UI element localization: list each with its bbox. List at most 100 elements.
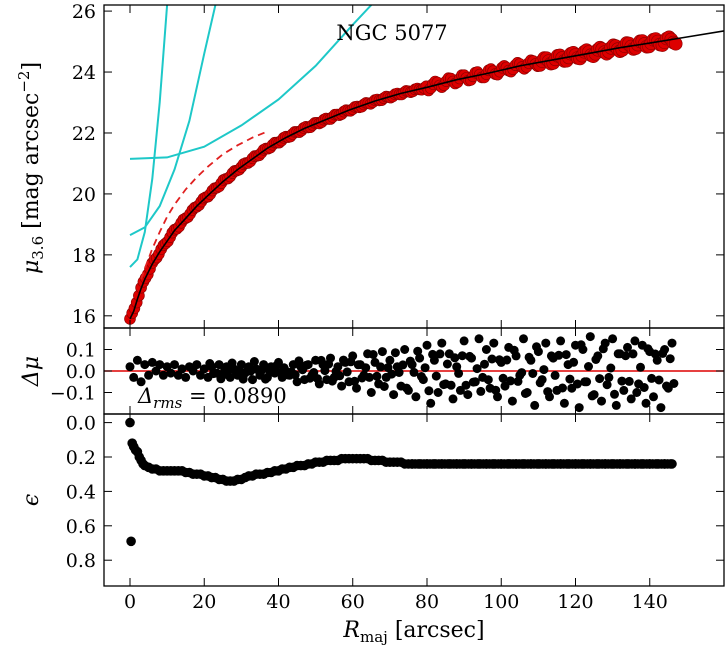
residual-point (600, 338, 610, 348)
residual-point (433, 388, 443, 397)
residual-point (665, 354, 675, 364)
residual-point (502, 355, 512, 365)
residual-point (483, 375, 493, 385)
residual-point (368, 350, 378, 359)
profile-y-tick-label: 16 (72, 306, 96, 328)
profile-line-component-2 (129, 5, 217, 236)
residual-point (517, 368, 527, 378)
residual-point (606, 363, 616, 373)
residual-point (352, 383, 361, 393)
residual-point (303, 360, 313, 370)
residual-point (619, 385, 629, 395)
ellipticity-y-tick-label: 0.2 (66, 447, 96, 469)
ellipticity-panel: 0.0 0.2 0.4 0.6 0.8 0 20 40 60 80 100 120 140 ϵ Rmaj… (19, 5, 725, 646)
residual-point (474, 334, 484, 344)
residual-point (457, 351, 467, 361)
residual-point (429, 355, 439, 365)
residual-point (415, 353, 425, 363)
profile-line-model-offset (140, 130, 268, 280)
residual-point (558, 383, 567, 393)
residual-point (652, 355, 662, 365)
residual-point (292, 377, 302, 387)
residual-point (511, 351, 521, 361)
residual-point (181, 372, 191, 382)
residual-point (249, 357, 259, 366)
residual-point (155, 360, 165, 370)
x-tick-label: 20 (192, 591, 216, 613)
residual-point (572, 379, 582, 389)
residual-point (611, 400, 621, 410)
residual-point (420, 363, 430, 373)
residual-point (350, 376, 360, 386)
residual-point (656, 403, 666, 413)
ellipticity-point (125, 417, 135, 428)
residual-point (608, 334, 618, 344)
residual-point (498, 373, 508, 383)
chart-title: NGC 5077 (336, 21, 447, 45)
residual-point (507, 396, 517, 406)
residual-point (446, 380, 456, 390)
residual-point (545, 392, 554, 402)
residual-point (649, 392, 658, 402)
ellipticity-frame (103, 413, 725, 587)
residual-point (435, 349, 445, 359)
residual-point (389, 390, 399, 400)
residual-point (129, 372, 139, 382)
residual-point (314, 379, 324, 389)
residual-point (617, 376, 627, 386)
residual-point (248, 375, 257, 385)
residual-point (403, 385, 413, 395)
residual-point (459, 336, 469, 346)
residual-point (541, 338, 551, 348)
residual-point (335, 371, 345, 381)
ellipticity-y-tick-label: 0.4 (66, 481, 96, 503)
x-tick-label: 120 (557, 591, 593, 613)
ellipticity-y-tick-label: 0.8 (66, 550, 96, 572)
residuals-panel: −0.10.00.1 Δrms = 0.0890 Δμ (19, 327, 725, 415)
profile-line-component-1 (129, 5, 169, 268)
residual-point (636, 362, 645, 372)
residual-point (610, 389, 619, 399)
residual-point (526, 355, 536, 365)
residual-point (337, 381, 347, 391)
residual-point (461, 380, 471, 390)
x-tick-label: 80 (415, 591, 439, 613)
residual-point (667, 338, 677, 348)
residual-point (574, 403, 584, 413)
residual-point (409, 367, 419, 377)
residual-point (418, 375, 428, 385)
ellipticity-y-axis-title: ϵ (19, 494, 44, 506)
residual-point (654, 375, 664, 385)
residual-point (481, 345, 491, 354)
residual-point (533, 347, 543, 357)
residual-point (140, 360, 150, 370)
residual-point (556, 336, 566, 346)
residual-point (519, 334, 528, 344)
residual-point (259, 360, 269, 370)
residual-point (177, 364, 187, 374)
profile-y-tick-label: 18 (72, 245, 96, 267)
residual-point (437, 338, 447, 348)
residual-point (147, 357, 157, 367)
residual-point (582, 377, 592, 387)
ellipticity-y-tick-label: 0.0 (66, 413, 96, 435)
residual-point (597, 396, 606, 406)
residual-point (624, 376, 634, 386)
residuals-y-tick-label: −0.1 (50, 383, 96, 405)
residual-point (385, 355, 395, 365)
residual-point (361, 363, 371, 373)
ellipticity-point (126, 536, 136, 547)
residual-point (493, 392, 502, 402)
residual-point (342, 367, 352, 377)
residual-point (669, 379, 679, 388)
profile-y-tick-label: 20 (72, 184, 96, 206)
residual-point (632, 388, 642, 397)
residual-point (348, 351, 358, 361)
residual-point (463, 390, 473, 400)
residual-point (372, 371, 382, 381)
residual-point (236, 360, 246, 370)
residual-point (626, 394, 636, 404)
profile-y-tick-label: 24 (72, 62, 96, 84)
residual-point (379, 382, 389, 391)
residual-point (585, 332, 595, 342)
